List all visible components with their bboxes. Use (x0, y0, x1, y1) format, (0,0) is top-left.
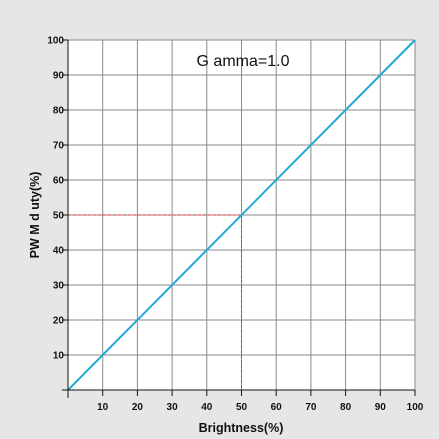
y-tick-label-100: 100 (47, 36, 64, 47)
x-axis-title: Brightness(%) (199, 421, 284, 435)
x-tick-label-40: 40 (201, 402, 213, 413)
x-tick-label-70: 70 (305, 402, 317, 413)
x-tick-label-50: 50 (236, 402, 248, 413)
axes (62, 39, 416, 398)
reference-lines (68, 214, 242, 390)
y-tick-label-80: 80 (53, 106, 65, 117)
x-tick-label-10: 10 (97, 402, 109, 413)
y-tick-label-60: 60 (53, 176, 65, 187)
y-axis-title: PW M d uty(%) (28, 172, 42, 259)
y-tick-label-20: 20 (53, 316, 65, 327)
y-tick-labels: 10 20 30 40 50 60 70 80 90 100 (47, 36, 64, 362)
x-tick-label-100: 100 (407, 402, 424, 413)
series-line-0 (67, 39, 416, 391)
y-tick-label-50: 50 (53, 211, 65, 222)
y-tick-label-70: 70 (53, 141, 65, 152)
x-tick-label-60: 60 (271, 402, 283, 413)
x-tick-label-30: 30 (167, 402, 179, 413)
series-group (67, 39, 416, 391)
y-tick-label-90: 90 (53, 71, 65, 82)
gamma-annotation: G amma=1.0 (197, 53, 290, 70)
y-tick-label-10: 10 (53, 351, 65, 362)
x-tick-label-80: 80 (340, 402, 352, 413)
y-tick-label-40: 40 (53, 246, 65, 257)
x-tick-label-90: 90 (375, 402, 387, 413)
y-tick-label-30: 30 (53, 281, 65, 292)
x-tick-labels: 10 20 30 40 50 60 70 80 90 100 (97, 402, 424, 413)
x-tick-label-20: 20 (132, 402, 144, 413)
